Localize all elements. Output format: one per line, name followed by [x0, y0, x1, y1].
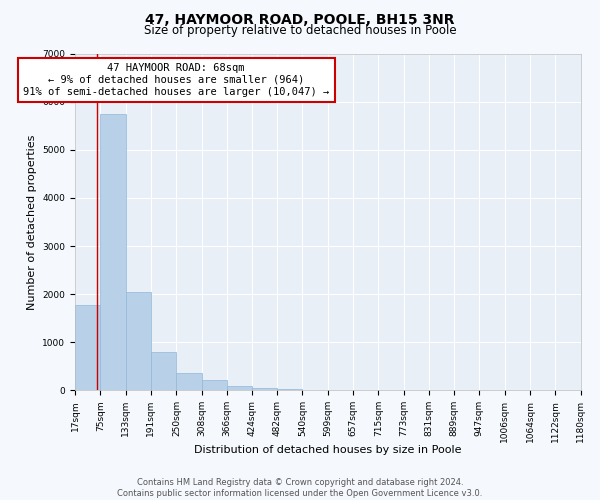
Bar — [176, 372, 202, 390]
Bar — [100, 114, 125, 390]
Bar — [277, 389, 302, 390]
X-axis label: Distribution of detached houses by size in Poole: Distribution of detached houses by size … — [194, 445, 461, 455]
Text: Contains HM Land Registry data © Crown copyright and database right 2024.
Contai: Contains HM Land Registry data © Crown c… — [118, 478, 482, 498]
Bar — [151, 352, 176, 391]
Bar — [202, 380, 227, 390]
Text: 47, HAYMOOR ROAD, POOLE, BH15 3NR: 47, HAYMOOR ROAD, POOLE, BH15 3NR — [145, 12, 455, 26]
Bar — [125, 292, 151, 390]
Bar — [75, 304, 100, 390]
Y-axis label: Number of detached properties: Number of detached properties — [27, 134, 37, 310]
Bar — [227, 386, 252, 390]
Text: 47 HAYMOOR ROAD: 68sqm
← 9% of detached houses are smaller (964)
91% of semi-det: 47 HAYMOOR ROAD: 68sqm ← 9% of detached … — [23, 64, 329, 96]
Bar — [252, 388, 277, 390]
Text: Size of property relative to detached houses in Poole: Size of property relative to detached ho… — [143, 24, 457, 37]
